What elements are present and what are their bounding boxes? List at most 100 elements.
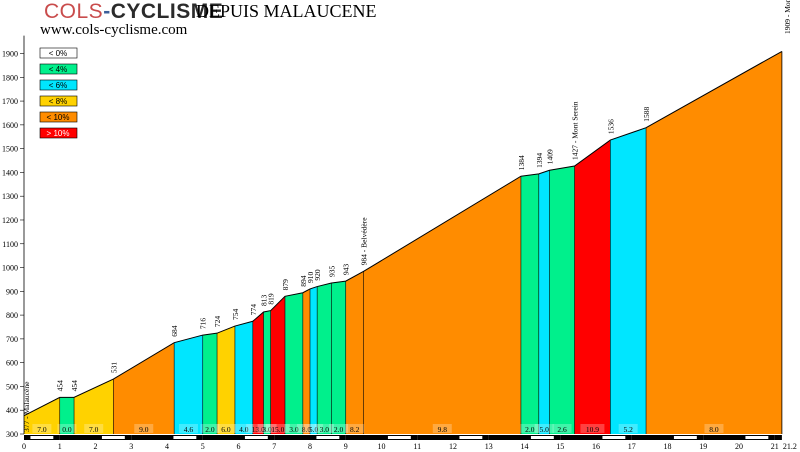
km-bar-inner [745, 436, 769, 439]
gradient-label-box [32, 424, 52, 433]
gradient-segment [345, 271, 364, 434]
gradient-label: 8.0 [709, 425, 719, 434]
x-tick-label: 13 [485, 442, 493, 451]
gradient-segment [363, 176, 521, 434]
logo-part-cols: COLS [44, 0, 104, 23]
km-bar-inner [316, 436, 340, 439]
logo-part-cyclisme: CYCLISME [110, 0, 224, 23]
x-tick-label: 18 [664, 442, 672, 451]
gradient-segment [217, 326, 235, 434]
km-bar-inner [459, 436, 483, 439]
km-bar-inner [602, 436, 626, 439]
gradient-label: 8.2 [350, 425, 360, 434]
legend-swatch [39, 47, 78, 59]
gradient-label-box [345, 424, 365, 433]
gradient-segment [59, 397, 75, 434]
altitude-label: 716 [199, 318, 208, 330]
y-tick-label: 1800 [2, 73, 18, 82]
gradient-label: 2.0 [525, 425, 535, 434]
km-bar-inner [495, 436, 519, 439]
gradient-label: 9.8 [438, 425, 448, 434]
gradient-segment [284, 292, 303, 434]
gradient-labels: 7.00.07.09.04.62.06.04.013.03.015.03.08.… [32, 424, 724, 434]
altitude-label: 774 [249, 304, 258, 315]
gradient-label: 8.0 [302, 425, 312, 434]
gradient-label-box [704, 424, 724, 433]
altitude-label: 894 [299, 275, 308, 287]
gradient-segment [538, 170, 550, 435]
gradient-segment [24, 397, 60, 434]
y-tick-label: 1000 [2, 264, 18, 273]
legend-swatch [39, 127, 78, 139]
x-tick-label: 2 [94, 442, 98, 451]
x-tick-label: 7 [272, 442, 276, 451]
km-bar-inner [244, 436, 268, 439]
y-tick-label: 1100 [2, 240, 18, 249]
x-tick-label: 16 [592, 442, 600, 451]
gradient-label: 2.6 [557, 425, 567, 434]
altitude-label: 1536 [606, 119, 615, 134]
gradient-label: 0.0 [62, 425, 72, 434]
y-tick-label: 300 [6, 430, 18, 439]
chart-title: DEPUIS MALAUCENE [196, 1, 377, 21]
gradient-label: 3.0 [320, 425, 330, 434]
km-bar-inner [280, 436, 304, 439]
y-tick-label: 1400 [2, 168, 18, 177]
gradient-label: 4.6 [184, 425, 194, 434]
x-tick-label: 10 [378, 442, 386, 451]
altitude-label: 377 - Malaucène [22, 381, 31, 432]
x-tick-label: 12 [449, 442, 457, 451]
gradient-label-box [580, 424, 605, 433]
km-bar-inner [387, 436, 411, 439]
x-tick-label: 21 [771, 442, 779, 451]
gradient-label-box [178, 424, 198, 433]
gradient-segment [610, 127, 647, 435]
altitude-label: 1384 [517, 155, 526, 170]
x-tick-label: 0 [22, 442, 26, 451]
x-tick-label: 14 [521, 442, 529, 451]
gradient-segment [646, 51, 782, 435]
gradient-segment [310, 286, 318, 434]
legend-label: < 4% [49, 65, 67, 74]
gradient-label: 3.0 [262, 425, 272, 434]
gradient-label-box [552, 424, 572, 433]
legend-label: < 6% [49, 81, 67, 90]
x-tick-label: 15 [556, 442, 564, 451]
altitude-label: 1427 - Mont Serein [571, 101, 580, 160]
x-tick-label: 3 [129, 442, 133, 451]
x-tick-label: 1 [58, 442, 62, 451]
altitude-label: 724 [213, 316, 222, 328]
legend-swatch [39, 63, 78, 75]
website-url[interactable]: www.cols-cyclisme.com [40, 22, 188, 38]
x-tick-label: 9 [344, 442, 348, 451]
gradient-label: 4.0 [239, 425, 249, 434]
gradient-label: 10.9 [586, 425, 599, 434]
altitude-label: 754 [231, 309, 240, 321]
y-tick-label: 800 [6, 311, 18, 320]
legend-label: < 8% [49, 97, 67, 106]
gradient-segments [24, 51, 782, 435]
gradient-label-box [284, 424, 304, 433]
gradient-segment [252, 312, 264, 434]
x-tick-label: 21.2 [783, 442, 797, 451]
gradient-label-box [432, 424, 452, 433]
y-tick-label: 1300 [2, 192, 18, 201]
altitude-label: 1409 [546, 149, 555, 164]
gradient-label: 7.0 [37, 425, 47, 434]
gradient-label-box [257, 424, 277, 433]
legend-swatch [39, 79, 78, 91]
gradient-label-box [520, 424, 540, 433]
gradient-label-box [296, 424, 316, 433]
x-tick-label: 6 [237, 442, 241, 451]
gradient-label-box [246, 424, 271, 433]
gradient-segment [574, 140, 611, 434]
legend-swatch [39, 111, 78, 123]
gradient-segment [174, 335, 203, 434]
km-bar-inner [638, 436, 662, 439]
altitude-label: 910 [306, 271, 315, 283]
altitude-label: 1394 [535, 153, 544, 168]
km-bar [774, 435, 782, 440]
gradient-label-box [534, 424, 554, 433]
km-bar-inner [173, 436, 197, 439]
